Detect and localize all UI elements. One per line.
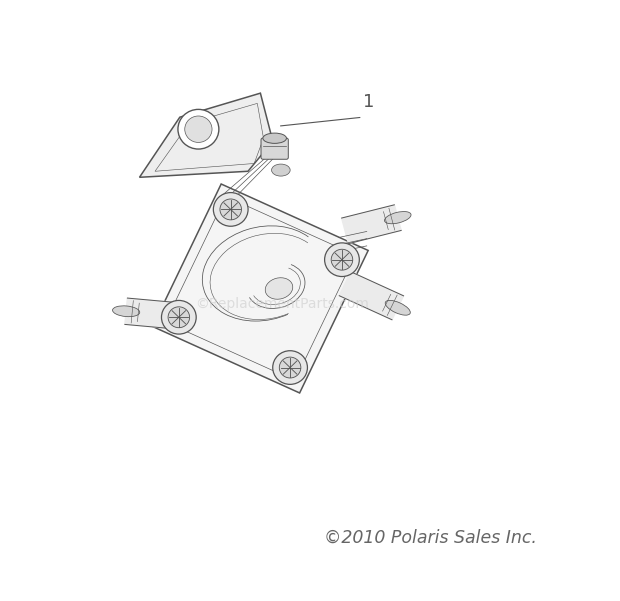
Polygon shape	[140, 93, 273, 177]
FancyBboxPatch shape	[261, 138, 288, 159]
Text: 1: 1	[363, 93, 374, 111]
Circle shape	[220, 199, 241, 220]
Ellipse shape	[263, 133, 286, 144]
Circle shape	[331, 249, 353, 270]
Circle shape	[178, 109, 219, 149]
Polygon shape	[342, 205, 401, 243]
Circle shape	[168, 307, 190, 328]
Circle shape	[185, 116, 212, 142]
Text: ©ReplacementParts.com: ©ReplacementParts.com	[195, 296, 369, 311]
Polygon shape	[153, 184, 368, 393]
Ellipse shape	[384, 212, 411, 224]
Polygon shape	[339, 272, 404, 320]
Circle shape	[273, 351, 308, 385]
Circle shape	[280, 357, 301, 378]
Circle shape	[325, 243, 360, 276]
Ellipse shape	[265, 278, 293, 299]
Ellipse shape	[113, 306, 140, 317]
Text: ©2010 Polaris Sales Inc.: ©2010 Polaris Sales Inc.	[324, 529, 538, 547]
Polygon shape	[125, 298, 174, 329]
Circle shape	[213, 192, 248, 226]
Ellipse shape	[272, 164, 290, 176]
Circle shape	[161, 300, 196, 334]
Ellipse shape	[385, 300, 410, 315]
